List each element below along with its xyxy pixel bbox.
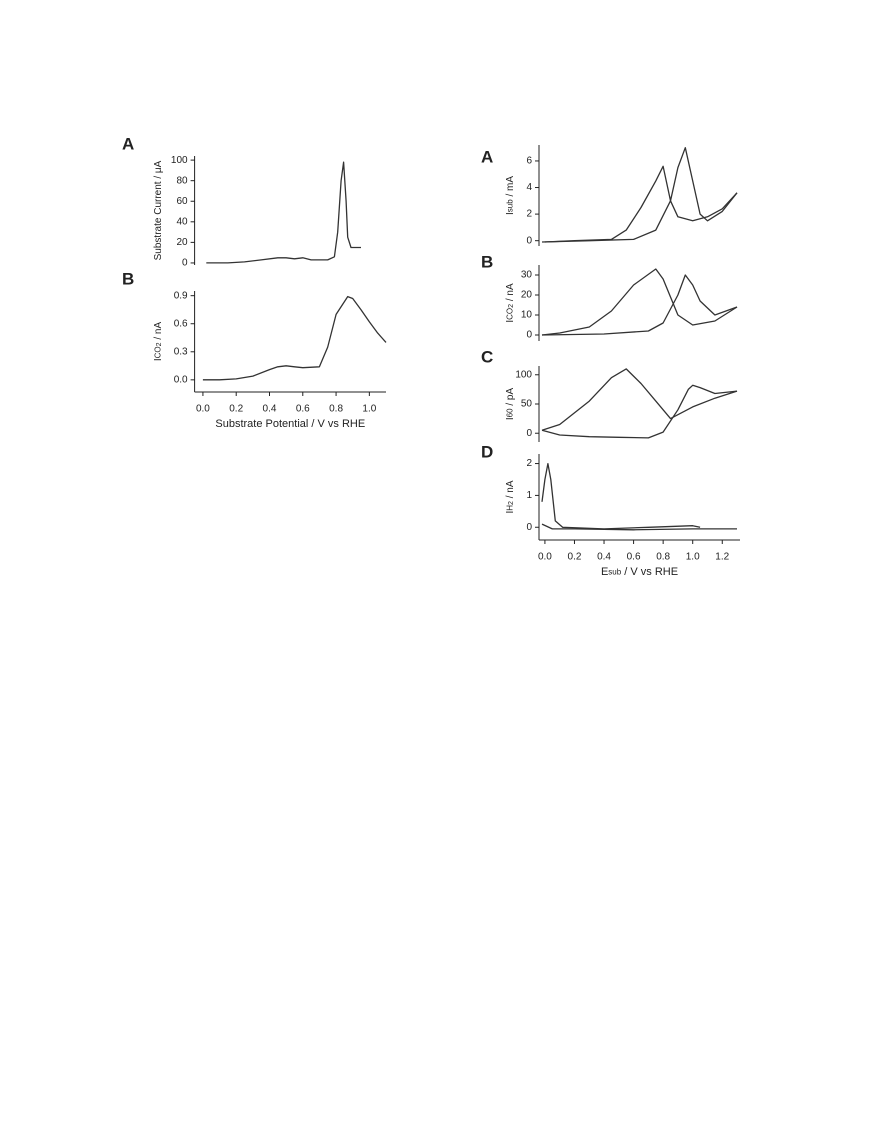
data-line <box>541 274 738 336</box>
x-tick-label: 0.8 <box>329 404 343 415</box>
y-tick-label: 100 <box>515 369 532 380</box>
label-part: E <box>601 566 608 578</box>
x-tick-label: 0.8 <box>656 552 670 563</box>
y-tick-label: 2 <box>526 458 532 469</box>
label-part: 2 <box>508 304 515 308</box>
y-tick-label: 40 <box>176 216 188 227</box>
label-part: I <box>153 358 164 361</box>
y-tick-label: 0.9 <box>174 290 188 301</box>
x-tick-label: 0.0 <box>196 404 210 415</box>
y-tick-label: 0 <box>526 330 532 341</box>
label-part: 60 <box>506 408 515 417</box>
y-tick-label: 100 <box>171 155 188 166</box>
label-part: sub <box>506 199 515 212</box>
y-tick-label: 0 <box>526 522 532 533</box>
y-tick-label: 0.0 <box>174 374 188 385</box>
label-part: / mA <box>505 176 516 200</box>
label-part: I <box>505 417 516 420</box>
label-part: H <box>506 505 515 511</box>
x-tick-label: 1.0 <box>362 404 376 415</box>
y-tick-label: 6 <box>526 156 532 167</box>
x-tick-label: 0.0 <box>538 552 552 563</box>
y-axis-label: Substrate Current / μA <box>153 160 164 260</box>
panel-label: B <box>481 252 493 271</box>
label-part: sub <box>608 568 621 577</box>
y-tick-label: 60 <box>176 196 188 207</box>
y-axis-label: Isub / mA <box>505 176 516 215</box>
y-tick-label: 1 <box>526 490 532 501</box>
x-tick-label: 1.2 <box>715 552 729 563</box>
label-part: / V vs RHE <box>621 566 678 578</box>
panel-label: A <box>481 147 493 166</box>
label-part: 2 <box>156 342 163 346</box>
x-tick-label: 0.2 <box>568 552 582 563</box>
y-tick-label: 20 <box>521 290 533 301</box>
data-line <box>541 147 738 243</box>
y-tick-label: 0 <box>182 258 188 269</box>
label-part: I <box>505 320 516 323</box>
y-tick-label: 0.3 <box>174 346 188 357</box>
x-tick-label: 0.6 <box>627 552 641 563</box>
y-axis-label: ICO2 / nA <box>505 283 516 323</box>
y-tick-label: 80 <box>176 175 188 186</box>
x-tick-label: 0.4 <box>597 552 611 563</box>
data-line <box>541 368 738 431</box>
data-line <box>206 161 361 264</box>
label-part: I <box>505 212 516 215</box>
y-tick-label: 10 <box>521 310 533 321</box>
data-line <box>544 165 738 243</box>
data-line <box>541 268 738 336</box>
y-tick-label: 0 <box>526 428 532 439</box>
label-part: Substrate Current / μA <box>153 160 164 260</box>
data-line <box>202 295 387 381</box>
panel-label: C <box>481 347 493 366</box>
y-tick-label: 4 <box>526 182 532 193</box>
x-tick-label: 1.0 <box>686 552 700 563</box>
label-part: / nA <box>505 480 516 501</box>
y-tick-label: 0 <box>526 235 532 246</box>
y-axis-label: ICO2 / nA <box>153 322 164 362</box>
label-part: / pA <box>505 388 516 409</box>
y-axis-label: IH2 / nA <box>505 480 516 513</box>
x-tick-label: 0.6 <box>296 404 310 415</box>
label-part: / nA <box>153 322 164 343</box>
y-tick-label: 50 <box>521 399 533 410</box>
data-line <box>541 462 701 530</box>
label-part: Substrate Potential / V vs RHE <box>215 418 365 430</box>
data-line <box>541 384 738 439</box>
y-axis-label: I60 / pA <box>505 388 516 421</box>
x-tick-label: 0.2 <box>229 404 243 415</box>
panel-label: B <box>122 269 134 288</box>
label-part: CO <box>154 346 163 358</box>
data-line <box>541 523 737 531</box>
x-tick-label: 0.4 <box>263 404 277 415</box>
x-axis-label: Esub / V vs RHE <box>601 566 678 578</box>
y-tick-label: 0.6 <box>174 318 188 329</box>
label-part: CO <box>506 308 515 320</box>
label-part: I <box>505 511 516 514</box>
label-part: / nA <box>505 283 516 304</box>
panel-label: D <box>481 442 493 461</box>
y-tick-label: 30 <box>521 270 533 281</box>
panel-label: A <box>122 134 134 153</box>
label-part: 2 <box>508 501 515 505</box>
y-tick-label: 20 <box>176 237 188 248</box>
x-axis-label: Substrate Potential / V vs RHE <box>215 418 365 430</box>
y-tick-label: 2 <box>526 209 532 220</box>
